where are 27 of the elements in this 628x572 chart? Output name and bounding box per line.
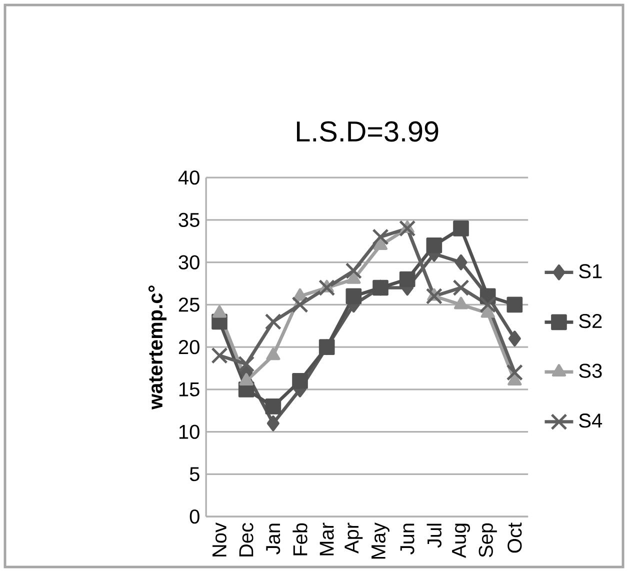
x-tick-label: Dec bbox=[239, 523, 254, 556]
x-tick-label: May bbox=[372, 522, 390, 559]
legend-label: S1 bbox=[579, 264, 602, 278]
legend-label: S3 bbox=[579, 364, 602, 378]
y-tick-label: 5 bbox=[190, 467, 200, 482]
x-tick-label: Feb bbox=[292, 523, 308, 556]
y-tick-label: 40 bbox=[178, 170, 200, 185]
legend-label: S4 bbox=[579, 414, 602, 428]
chart-title: L.S.D=3.99 bbox=[296, 121, 438, 142]
x-tick-label: Mar bbox=[320, 522, 334, 556]
y-tick-label: 30 bbox=[178, 255, 200, 270]
x-tick-label: Nov bbox=[212, 522, 226, 556]
x-tick-label: Jun bbox=[400, 524, 414, 554]
y-tick-label: 35 bbox=[178, 212, 200, 228]
legend-label: S2 bbox=[579, 314, 602, 328]
x-tick-label: Oct bbox=[508, 522, 522, 553]
y-tick-label: 0 bbox=[190, 510, 200, 524]
x-tick-label: Aug bbox=[452, 524, 470, 558]
x-tick-label: Jan bbox=[266, 524, 280, 554]
x-tick-label: Sep bbox=[478, 523, 497, 558]
y-tick-label: 25 bbox=[178, 298, 200, 312]
x-tick-label: Jul bbox=[426, 524, 442, 548]
y-tick-label: 20 bbox=[178, 340, 200, 354]
y-axis-title: watertemp.c° bbox=[148, 286, 167, 410]
y-tick-label: 15 bbox=[179, 382, 200, 396]
x-tick-label: Apr bbox=[344, 522, 363, 554]
y-tick-label: 10 bbox=[179, 424, 200, 439]
